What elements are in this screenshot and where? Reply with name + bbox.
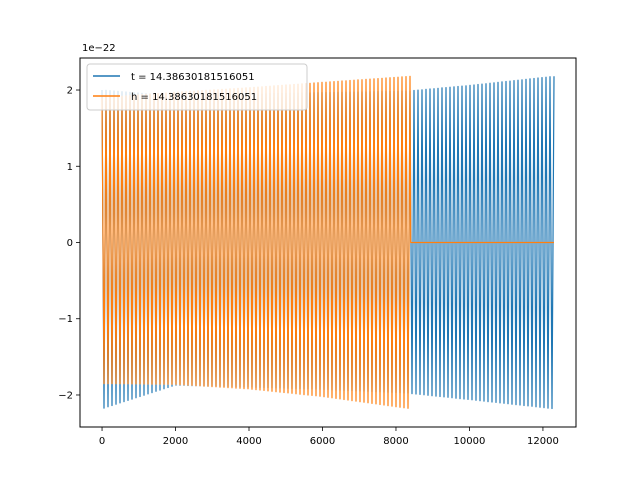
y-tick-label: −1: [58, 314, 73, 325]
x-tick-label: 10000: [454, 436, 486, 447]
x-tick-label: 4000: [236, 436, 261, 447]
y-axis: −2 −1 0 1 2: [58, 86, 80, 401]
y-tick-label: 0: [67, 238, 73, 249]
x-tick-label: 12000: [527, 436, 559, 447]
legend-entry-2: h = 14.38630181516051: [131, 92, 257, 103]
x-tick-label: 6000: [310, 436, 335, 447]
x-tick-label: 8000: [383, 436, 408, 447]
legend-entry-1: t = 14.38630181516051: [131, 72, 255, 83]
y-tick-label: −2: [58, 390, 73, 401]
y-axis-scale-label: 1e−22: [82, 43, 116, 54]
x-tick-label: 2000: [163, 436, 188, 447]
y-tick-label: 1: [67, 162, 73, 173]
legend: t = 14.38630181516051 h = 14.386301815160…: [86, 63, 308, 111]
x-tick-label: 0: [99, 436, 105, 447]
y-tick-label: 2: [67, 86, 73, 97]
legend-box: [86, 63, 308, 111]
x-axis: 0 2000 4000 6000 8000 10000 12000: [99, 427, 559, 447]
